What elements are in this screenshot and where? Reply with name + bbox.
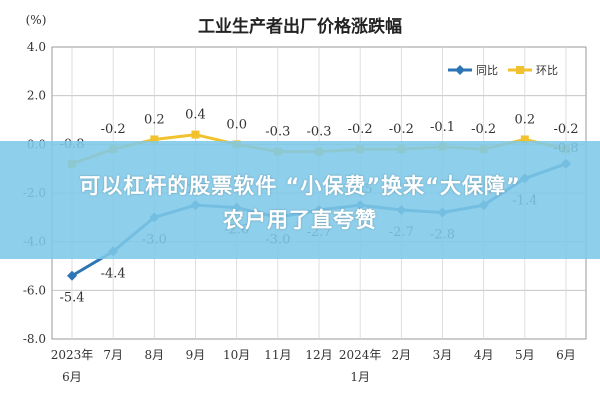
x-tick-label-line: 1月 (350, 370, 370, 384)
x-tick-label: 2023年 6月 (51, 348, 94, 384)
x-tick-label: 4月 (474, 348, 494, 362)
x-tick-label-line: 4月 (474, 348, 494, 362)
y-axis-unit: (%) (26, 13, 47, 27)
x-tick-label: 10月 (223, 348, 250, 362)
x-tick-label: 9月 (186, 348, 206, 362)
y-tick-label: -8.0 (23, 332, 46, 346)
legend-label: 同比 (476, 64, 498, 77)
data-label: 0.0 (226, 117, 247, 132)
x-tick-label-line: 12月 (305, 348, 332, 362)
x-tick-label: 2024年 1月 (339, 348, 382, 384)
data-label: -0.3 (306, 125, 331, 140)
data-label: -0.2 (471, 122, 496, 137)
legend: 同比 环比 (448, 64, 558, 77)
x-tick-label-line: 2023年 (51, 348, 94, 362)
x-tick-label-line: 7月 (103, 348, 123, 362)
data-label: -5.4 (59, 291, 84, 306)
legend-swatch-marker (455, 65, 465, 75)
chart-title: 工业生产者出厂价格涨跌幅 (198, 16, 402, 37)
x-tick-label-line: 9月 (186, 348, 206, 362)
overlay-banner (0, 141, 600, 259)
x-tick-label-line: 6月 (62, 370, 82, 384)
data-label: 0.2 (144, 112, 165, 127)
x-tick-label: 11月 (264, 348, 291, 362)
data-label: -0.1 (430, 120, 455, 135)
legend-swatch-marker (516, 66, 524, 74)
data-label: -0.2 (348, 122, 373, 137)
legend-label: 环比 (536, 64, 558, 77)
x-tick-label-line: 5月 (515, 348, 535, 362)
x-tick-label: 2月 (392, 348, 412, 362)
data-label: -0.2 (101, 122, 126, 137)
data-point (520, 135, 529, 144)
x-tick-label: 7月 (103, 348, 123, 362)
data-point (191, 130, 200, 139)
x-tick-label-line: 3月 (433, 348, 453, 362)
x-tick-label-line: 6月 (556, 348, 576, 362)
data-point (150, 135, 159, 144)
x-tick-label-line: 10月 (223, 348, 250, 362)
data-point (67, 270, 77, 281)
data-label: -0.2 (553, 122, 578, 137)
data-label: -0.2 (389, 122, 414, 137)
x-tick-label-line: 8月 (145, 348, 165, 362)
data-label: 0.2 (514, 112, 535, 127)
banner-text-line-2: 农户用了直夸赞 (223, 208, 377, 232)
banner-text-line-1: 可以杠杆的股票软件 “小保费”换来“大保障” (79, 174, 521, 198)
x-tick-label: 6月 (556, 348, 576, 362)
y-tick-label: 2.0 (27, 89, 46, 103)
x-tick-label: 12月 (305, 348, 332, 362)
x-tick-labels: 2023年 6月 7月 8月 9月 10月 11月 12月 2024年 1月 2月 3月 4月 5月 6月 (51, 348, 576, 384)
x-tick-label-line: 2月 (392, 348, 412, 362)
data-label: 0.4 (185, 108, 206, 123)
x-tick-label: 5月 (515, 348, 535, 362)
data-label: -0.3 (265, 125, 290, 140)
data-label: -4.4 (101, 266, 126, 281)
x-tick-label-line: 11月 (264, 348, 291, 362)
x-tick-label-line: 2024年 (339, 348, 382, 362)
x-tick-label: 3月 (433, 348, 453, 362)
y-tick-label: 4.0 (27, 40, 46, 54)
x-tick-label: 8月 (145, 348, 165, 362)
y-tick-label: -6.0 (23, 283, 46, 297)
